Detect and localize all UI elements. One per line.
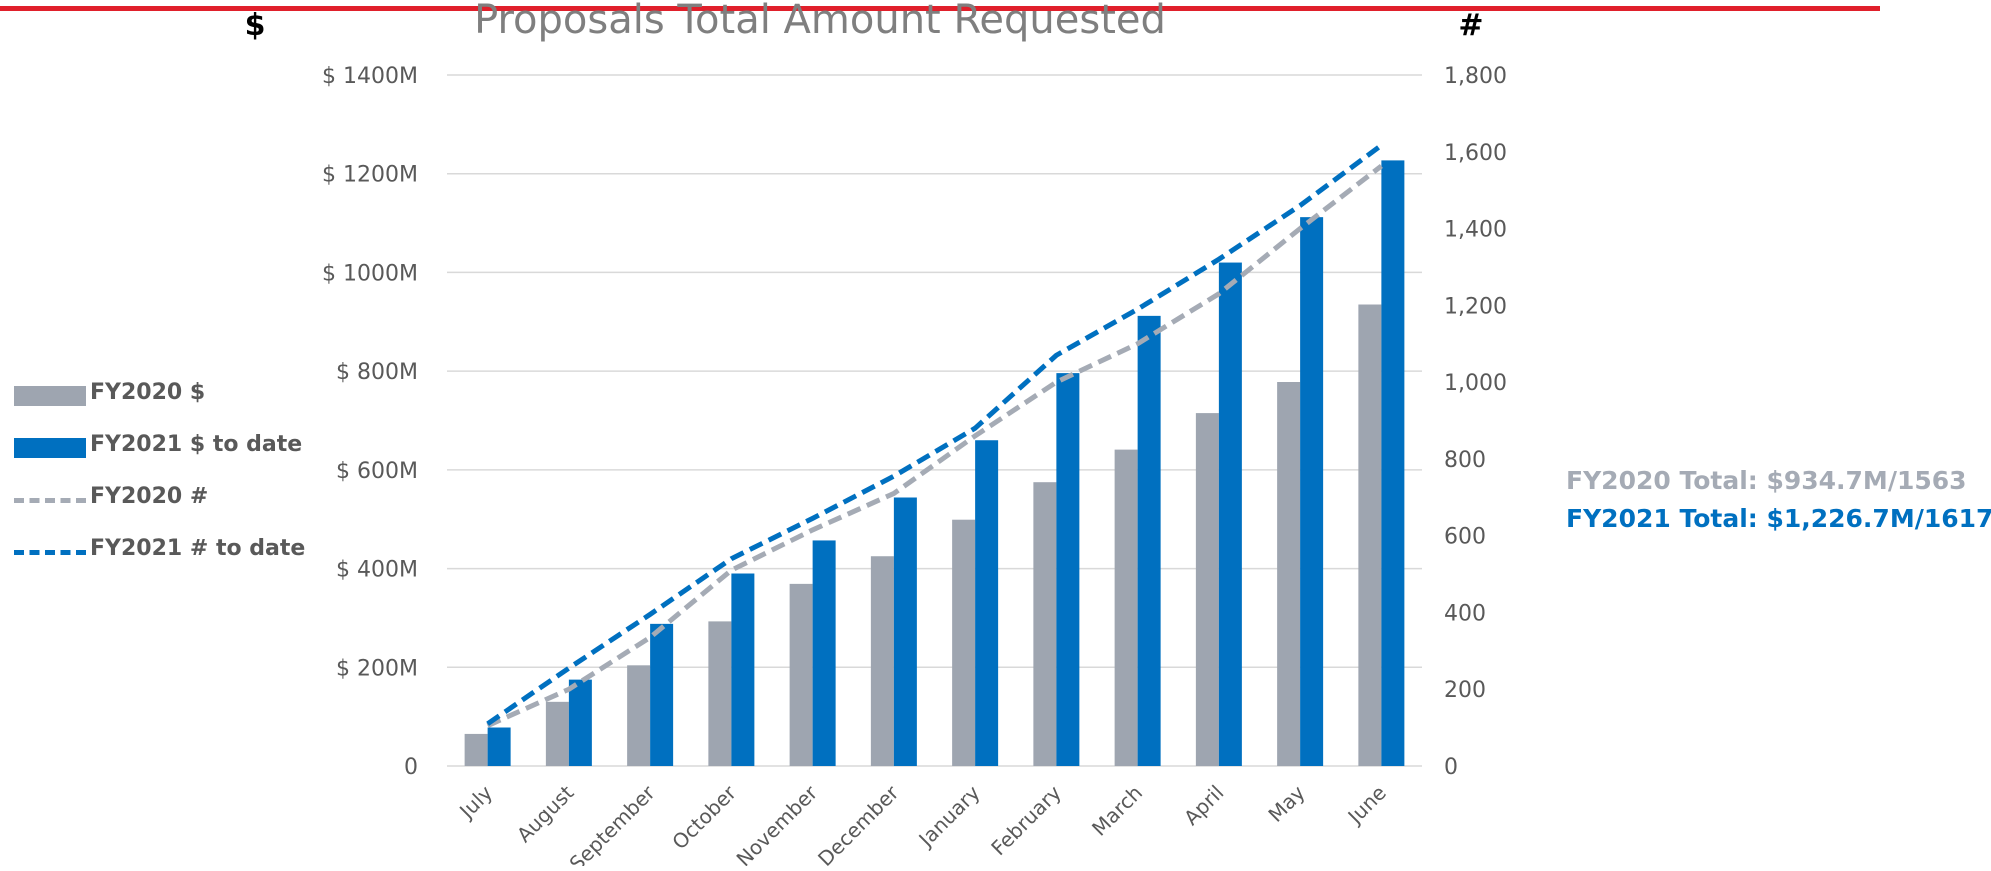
legend-label-fy2021-dollars: FY2021 $ to date bbox=[90, 432, 303, 457]
legend-item-fy2020-count: FY2020 # bbox=[14, 476, 344, 528]
category-label: July bbox=[453, 780, 497, 824]
bar-fy2020-dollars bbox=[1277, 382, 1301, 766]
legend-item-fy2021-count: FY2021 # to date bbox=[14, 528, 344, 580]
category-label: March bbox=[1087, 781, 1147, 841]
legend-label-fy2021-count: FY2021 # to date bbox=[90, 536, 306, 561]
line-fy2020-count bbox=[486, 164, 1383, 728]
total-fy2021: FY2021 Total: $1,226.7M/1617 bbox=[1566, 504, 1991, 533]
left-tick-label: $ 1400M bbox=[322, 64, 418, 89]
bar-fy2020-dollars bbox=[464, 733, 488, 766]
legend-swatch-fy2021-dollars bbox=[14, 438, 86, 458]
category-label: October bbox=[667, 780, 741, 854]
bar-fy2020-dollars bbox=[1033, 482, 1057, 766]
left-tick-label: $ 200M bbox=[336, 656, 418, 681]
bar-fy2020-dollars bbox=[789, 583, 813, 766]
bar-fy2021-dollars bbox=[975, 440, 999, 766]
bar-fy2021-dollars bbox=[1381, 160, 1405, 766]
bar-fy2021-dollars bbox=[812, 540, 836, 766]
bar-fy2020-dollars bbox=[627, 665, 651, 766]
bar-fy2021-dollars bbox=[893, 497, 917, 766]
bar-fy2021-dollars bbox=[731, 573, 755, 766]
category-label: May bbox=[1263, 780, 1309, 826]
category-label: December bbox=[813, 780, 904, 866]
right-tick-label: 1,000 bbox=[1444, 371, 1507, 396]
right-tick-label: 800 bbox=[1444, 448, 1486, 473]
bar-fy2020-dollars bbox=[1195, 413, 1219, 766]
bar-fy2021-dollars bbox=[568, 679, 592, 766]
chart-title: Proposals Total Amount Requested bbox=[474, 0, 1166, 43]
top-rule bbox=[0, 6, 1880, 11]
bar-fy2020-dollars bbox=[870, 556, 894, 766]
chart-legend: FY2020 $ FY2021 $ to date FY2020 # FY202… bbox=[14, 372, 344, 580]
right-tick-label: 600 bbox=[1444, 525, 1486, 550]
right-tick-label: 1,600 bbox=[1444, 141, 1507, 166]
left-tick-label: $ 1000M bbox=[322, 261, 418, 286]
bar-fy2021-dollars bbox=[1056, 373, 1080, 766]
totals-summary: FY2020 Total: $934.7M/1563 FY2021 Total:… bbox=[1566, 462, 1991, 538]
legend-label-fy2020-dollars: FY2020 $ bbox=[90, 380, 206, 405]
right-axis-label: # bbox=[1458, 8, 1483, 43]
left-tick-label: 0 bbox=[404, 755, 418, 780]
right-tick-label: 400 bbox=[1444, 601, 1486, 626]
category-label: February bbox=[986, 780, 1066, 860]
bar-fy2020-dollars bbox=[1114, 449, 1138, 766]
legend-dash-fy2021-count bbox=[14, 550, 86, 555]
right-tick-label: 1,400 bbox=[1444, 218, 1507, 243]
legend-label-fy2020-count: FY2020 # bbox=[90, 484, 209, 509]
bar-fy2020-dollars bbox=[1358, 304, 1382, 766]
category-label: June bbox=[1342, 781, 1391, 830]
bar-fy2021-dollars bbox=[1300, 217, 1324, 767]
category-label: January bbox=[913, 780, 985, 852]
bar-fy2020-dollars bbox=[545, 701, 569, 766]
bar-fy2020-dollars bbox=[952, 519, 976, 766]
legend-swatch-fy2020-dollars bbox=[14, 386, 86, 406]
bar-fy2021-dollars bbox=[487, 727, 511, 766]
left-tick-label: $ 1200M bbox=[322, 163, 418, 188]
bar-fy2021-dollars bbox=[1218, 262, 1242, 766]
bar-fy2021-dollars bbox=[650, 623, 674, 766]
category-label: August bbox=[512, 780, 579, 847]
legend-dash-fy2020-count bbox=[14, 498, 86, 503]
left-axis-label: $ bbox=[245, 8, 266, 43]
total-fy2020: FY2020 Total: $934.7M/1563 bbox=[1566, 466, 1967, 495]
left-tick-label: $ 600M bbox=[336, 459, 418, 484]
right-tick-label: 1,800 bbox=[1444, 64, 1507, 89]
bar-fy2021-dollars bbox=[1137, 315, 1161, 766]
line-fy2021-count bbox=[486, 143, 1383, 726]
bar-fy2020-dollars bbox=[708, 621, 732, 766]
category-label: November bbox=[732, 780, 823, 866]
left-tick-label: $ 800M bbox=[336, 360, 418, 385]
legend-item-fy2021-dollars: FY2021 $ to date bbox=[14, 424, 344, 476]
right-tick-label: 1,200 bbox=[1444, 294, 1507, 319]
right-tick-label: 0 bbox=[1444, 755, 1458, 780]
right-tick-label: 200 bbox=[1444, 678, 1486, 703]
legend-item-fy2020-dollars: FY2020 $ bbox=[14, 372, 344, 424]
left-tick-label: $ 400M bbox=[336, 558, 418, 583]
category-label: April bbox=[1179, 781, 1228, 830]
category-label: September bbox=[565, 780, 661, 866]
